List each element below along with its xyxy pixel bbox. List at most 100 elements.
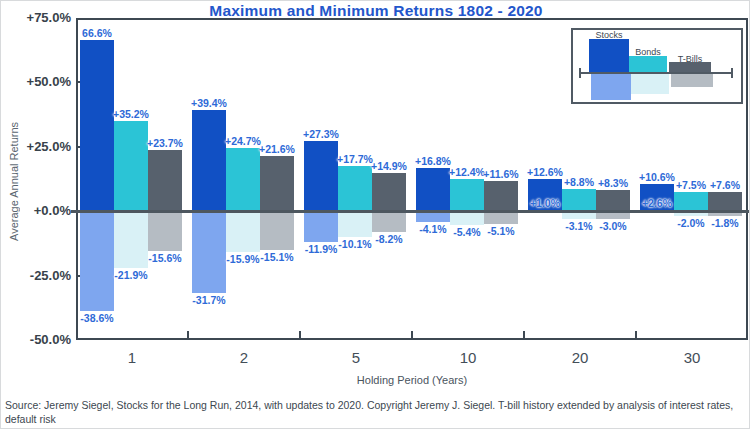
stocks-max-label: +27.3% — [303, 128, 339, 140]
legend-axis-cap-right — [731, 68, 733, 78]
x-tick-label: 1 — [102, 349, 162, 366]
legend-bonds-min-swatch — [631, 74, 669, 94]
bonds-max-label: +8.8% — [564, 176, 594, 188]
zero-line — [71, 210, 750, 213]
stocks-max-bar — [304, 141, 338, 211]
bonds-max-bar — [562, 189, 596, 212]
x-tick — [635, 331, 637, 338]
x-tick — [187, 331, 189, 338]
tbills-max-label: +14.9% — [371, 160, 407, 172]
x-tick — [523, 331, 525, 338]
stocks-max-bar — [416, 168, 450, 211]
stocks-max-label: 66.6% — [82, 27, 112, 39]
bonds-min-label: -10.1% — [338, 238, 371, 250]
plot-border-right — [746, 18, 748, 340]
tbills-max-label: +23.7% — [147, 137, 183, 149]
tbills-min-label: -15.1% — [260, 251, 293, 263]
x-tick — [411, 331, 413, 338]
tbills-max-bar — [596, 190, 630, 211]
bonds-max-label: +17.7% — [337, 153, 373, 165]
tbills-min-label: -3.0% — [599, 220, 626, 232]
bonds-min-bar — [226, 211, 260, 252]
stocks-min-label: -38.6% — [80, 312, 113, 324]
tbills-min-bar — [372, 211, 406, 232]
bonds-min-label: -21.9% — [114, 269, 147, 281]
bonds-max-label: +35.2% — [113, 108, 149, 120]
legend-tbills-max-swatch — [669, 62, 711, 72]
stocks-max-bar — [80, 40, 114, 212]
bonds-min-label: -3.1% — [565, 220, 592, 232]
plot-border-left — [76, 18, 78, 340]
stocks-min-bar — [304, 211, 338, 242]
tbills-min-bar — [260, 211, 294, 250]
y-tick-label: -25.0% — [9, 268, 71, 283]
tbills-max-bar — [372, 173, 406, 211]
y-axis-title: Average Annual Returns — [7, 109, 21, 254]
tbills-max-label: +21.6% — [259, 143, 295, 155]
y-tick-label: +75.0% — [9, 10, 71, 25]
stocks-max-bar — [192, 110, 226, 211]
legend-stocks-max-swatch — [589, 39, 629, 72]
tbills-min-label: -1.8% — [711, 217, 738, 229]
legend: StocksBondsT-Bills — [571, 28, 743, 104]
tbills-min-bar — [484, 211, 518, 224]
tbills-max-bar — [148, 150, 182, 211]
bonds-min-bar — [338, 211, 372, 237]
tbills-min-label: -5.1% — [487, 225, 514, 237]
source-note: Source: Jeremy Siegel, Stocks for the Lo… — [5, 398, 749, 429]
stocks-min-label: -11.9% — [305, 243, 338, 255]
bonds-max-label: +12.4% — [449, 166, 485, 178]
legend-stocks-min-swatch — [591, 74, 631, 100]
tbills-max-bar — [484, 181, 518, 211]
tbills-max-label: +11.6% — [483, 168, 518, 180]
stocks-min-label: -31.7% — [192, 294, 225, 306]
bonds-max-bar — [450, 179, 484, 211]
bonds-min-label: -15.9% — [226, 253, 259, 265]
stocks-min-label: +1.0% — [530, 197, 560, 209]
bonds-max-bar — [226, 148, 260, 212]
y-tick-label: +25.0% — [9, 139, 71, 154]
tbills-min-label: -8.2% — [375, 233, 402, 245]
tbills-max-label: +7.6% — [710, 179, 740, 191]
bonds-min-label: -5.4% — [453, 226, 480, 238]
stocks-min-label: +2.6% — [642, 197, 672, 209]
y-tick-label: -50.0% — [9, 332, 71, 347]
bonds-max-bar — [674, 192, 708, 211]
stocks-max-label: +12.6% — [527, 166, 563, 178]
stocks-min-bar — [192, 211, 226, 293]
legend-tbills-min-swatch — [671, 74, 713, 87]
bonds-min-bar — [450, 211, 484, 225]
tbills-min-label: -15.6% — [148, 252, 181, 264]
bonds-min-bar — [114, 211, 148, 267]
stocks-max-label: +16.8% — [415, 155, 451, 167]
tbills-max-bar — [260, 156, 294, 212]
chart-canvas: Maximum and Minimum Returns 1802 - 2020 … — [0, 0, 750, 429]
x-tick-label: 10 — [438, 349, 498, 366]
bonds-max-label: +24.7% — [225, 135, 261, 147]
plot-border-top — [76, 18, 748, 20]
x-tick-label: 5 — [326, 349, 386, 366]
x-tick-label: 20 — [550, 349, 610, 366]
tbills-max-bar — [708, 192, 742, 212]
x-tick-label: 30 — [662, 349, 722, 366]
bonds-min-label: -2.0% — [677, 217, 704, 229]
legend-axis-line — [579, 72, 733, 74]
legend-axis-cap-left — [579, 68, 581, 78]
x-tick-label: 2 — [214, 349, 274, 366]
y-tick-label: +50.0% — [9, 74, 71, 89]
stocks-max-label: +39.4% — [191, 97, 227, 109]
tbills-max-label: +8.3% — [598, 177, 628, 189]
x-axis-title: Holding Period (Years) — [76, 374, 748, 386]
bonds-max-label: +7.5% — [676, 179, 706, 191]
y-tick-label: +0.0% — [9, 203, 71, 218]
legend-bonds-max-swatch — [629, 56, 667, 72]
x-tick — [299, 331, 301, 338]
tbills-min-bar — [148, 211, 182, 251]
bonds-max-bar — [338, 166, 372, 212]
bonds-max-bar — [114, 121, 148, 212]
source-line-1: Source: Jeremy Siegel, Stocks for the Lo… — [5, 398, 749, 426]
stocks-min-label: -4.1% — [419, 223, 446, 235]
stocks-min-bar — [80, 211, 114, 310]
stocks-max-label: +10.6% — [639, 171, 675, 183]
stocks-min-bar — [416, 211, 450, 222]
